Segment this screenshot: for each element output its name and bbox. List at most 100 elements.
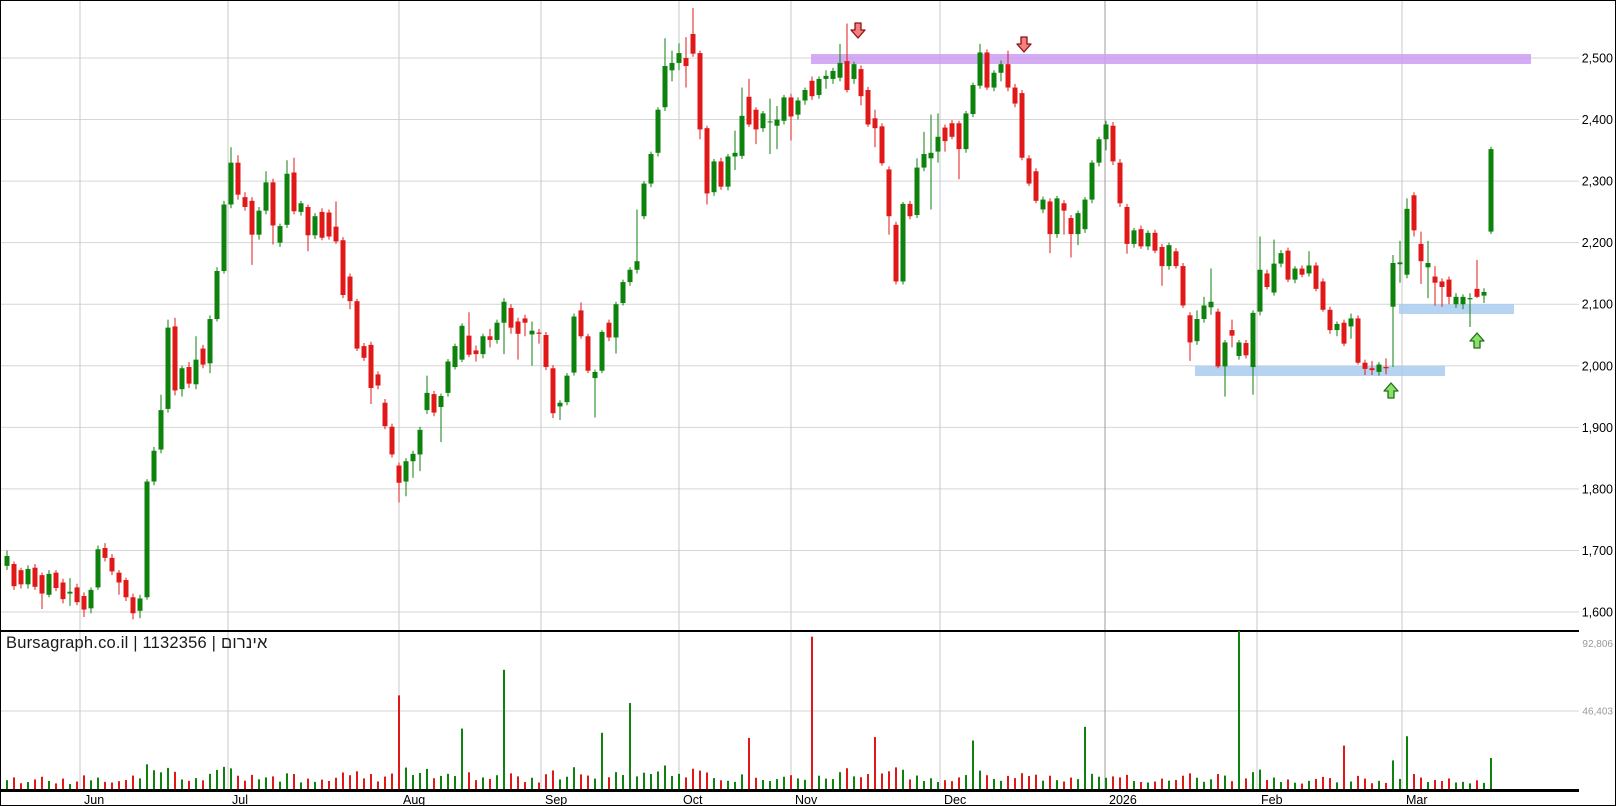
candle-body [1040,199,1046,210]
volume-bar [230,768,232,789]
candle-body [543,335,549,368]
candle-body [18,570,24,585]
volume-layer [6,631,1492,789]
down-signal-arrow-icon [850,22,866,39]
volume-bar [559,779,561,789]
volume-bar [1091,773,1093,789]
candle-body [263,182,269,211]
volume-bar [6,780,8,789]
volume-bar [286,773,288,789]
volume-bar [888,771,890,789]
candle-body [851,64,857,79]
volume-bar [1455,782,1457,789]
candle-body [977,52,983,86]
volume-bar [1441,780,1443,789]
candle-body [158,410,164,450]
volume-bar [1448,778,1450,789]
candle-body [1341,322,1347,344]
candle-body [648,154,654,184]
volume-bar [1210,779,1212,789]
price-axis-label: 2,200 [1582,236,1613,250]
candle-body [487,336,493,340]
volume-bar [510,773,512,789]
volume-bar [1476,780,1478,789]
volume-bar [139,778,141,789]
volume-bar [440,775,442,789]
candle-body [1117,162,1123,204]
volume-bar [1000,780,1002,789]
candle-body [1488,149,1494,232]
volume-bar [755,777,757,789]
candle-body [1425,262,1431,268]
volume-bar [1007,775,1009,789]
volume-bar [160,772,162,789]
volume-bar [342,772,344,789]
candle-body [1250,312,1256,368]
volume-bar [314,781,316,789]
volume-bar [1196,777,1198,789]
candle-body [1348,318,1354,327]
candle-body [683,58,689,67]
volume-bar [1266,779,1268,789]
volume-bar [104,781,106,789]
price-axis-label: 1,800 [1582,482,1613,496]
candle-body [1320,281,1326,310]
candle-body [1404,208,1410,275]
candle-body [375,374,381,386]
candle-body [1376,364,1382,372]
candle-body [389,426,395,455]
volume-bar [713,778,715,789]
volume-bar [853,776,855,789]
volume-bar [293,774,295,789]
candle-body [998,64,1004,73]
candle-body [298,203,304,212]
candle-body [1432,276,1438,283]
volume-bar [1259,769,1261,789]
up-signal-arrow-icon [1383,382,1399,399]
volume-bar [34,779,36,789]
candle-body [200,348,206,365]
volume-bar [867,774,869,789]
volume-bar [538,782,540,789]
volume-bar [825,778,827,789]
volume-bar [1399,778,1401,789]
candle-body [1138,229,1144,247]
volume-bar [678,773,680,789]
volume-bar [860,777,862,789]
volume-bar [97,777,99,789]
volume-bar [734,781,736,789]
candle-body [725,156,731,187]
volume-bar [1182,775,1184,789]
candle-body [256,210,262,235]
candle-body [704,128,710,194]
volume-bar [629,703,631,789]
volume-bar [447,773,449,789]
candle-body [802,90,808,101]
candle-body [732,152,738,157]
volume-bar [1413,774,1415,789]
candle-body [396,465,402,483]
candle-body [641,183,647,217]
volume-bar [1322,776,1324,789]
candle-body [529,330,535,335]
annotation-bands-layer [811,54,1531,376]
candle-body [1201,305,1207,320]
volume-bar [1021,773,1023,789]
candle-body [1152,232,1158,251]
candle-body [907,203,913,217]
candle-body [193,359,199,385]
candle-body [1390,262,1396,307]
volume-bar [1217,774,1219,789]
price-axis-label: 2,100 [1582,298,1613,312]
volume-bar [20,783,22,789]
candle-body [781,97,787,121]
candle-body [1355,318,1361,363]
volume-bar [1238,631,1240,789]
candle-body [1285,250,1291,280]
candle-body [1481,291,1487,296]
volume-bar [1154,781,1156,789]
volume-bar [923,780,925,789]
volume-axis-label: 92,806 [1582,639,1613,650]
candle-body [508,307,514,328]
